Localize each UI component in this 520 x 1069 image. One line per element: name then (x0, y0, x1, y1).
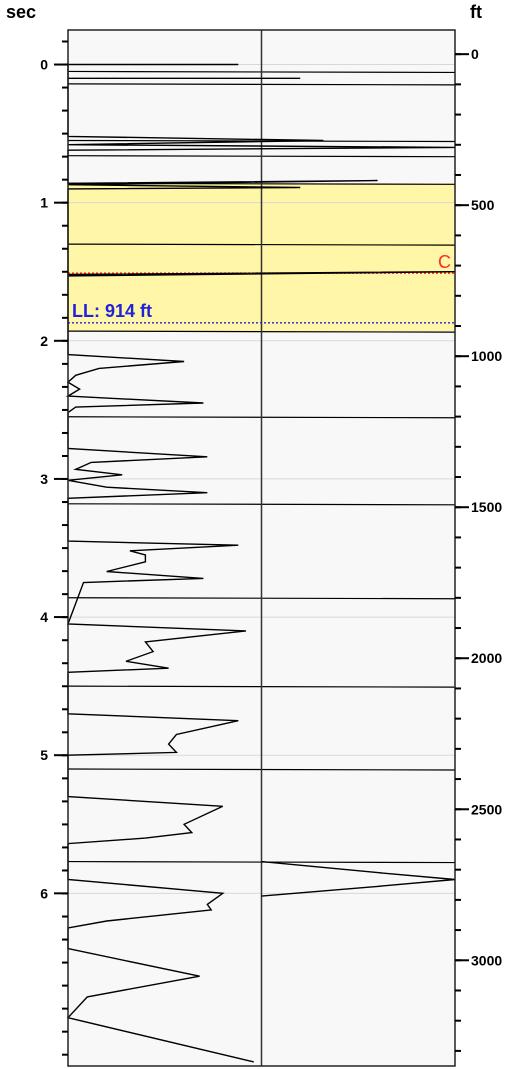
right-tick-label: 3000 (471, 952, 502, 968)
left-tick-label: 2 (40, 333, 48, 349)
right-axis-label: ft (470, 2, 482, 22)
right-tick-label: 0 (471, 46, 479, 62)
left-tick-label: 5 (40, 747, 48, 763)
right-tick-label: 1000 (471, 348, 502, 364)
left-tick-label: 4 (40, 609, 48, 625)
right-tick-label: 2000 (471, 650, 502, 666)
left-tick-label: 1 (40, 195, 48, 211)
left-tick-label: 3 (40, 471, 48, 487)
marker-label-ll: LL: 914 ft (72, 301, 152, 321)
left-tick-label: 0 (40, 57, 48, 73)
right-tick-label: 1500 (471, 499, 502, 515)
marker-label-c: C (438, 252, 451, 272)
right-tick-label: 500 (471, 197, 495, 213)
left-axis-label: sec (6, 2, 36, 22)
left-tick-label: 6 (40, 885, 48, 901)
right-tick-label: 2500 (471, 801, 502, 817)
